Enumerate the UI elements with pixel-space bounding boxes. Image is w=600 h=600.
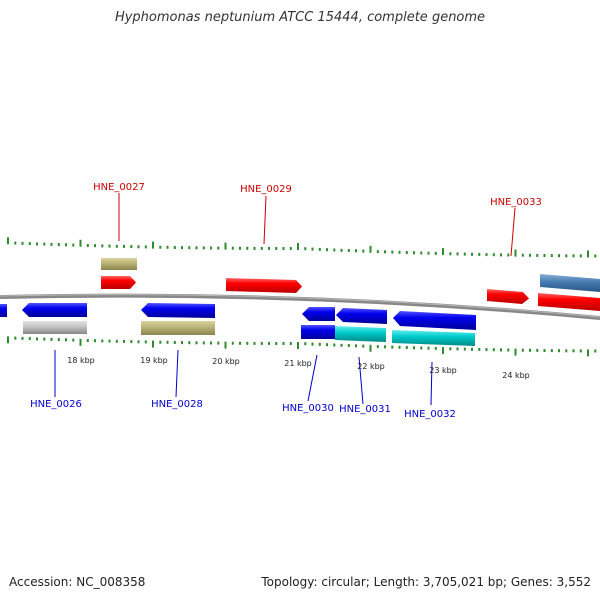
outer-tick-row (7, 237, 597, 258)
tick-label-20kbp: 20 kbp (212, 357, 240, 366)
gene-arrow-hne-0028[interactable] (141, 303, 215, 318)
reverse-strand-features (0, 303, 476, 346)
gene-arrow-red-edge[interactable] (538, 293, 600, 311)
genome-stats-text: Topology: circular; Length: 3,705,021 bp… (261, 575, 591, 589)
gene-arrow-hne-0032[interactable] (393, 311, 476, 330)
tick-label-21kbp: 21 kbp (284, 359, 312, 368)
gene-label-hne-0027[interactable]: HNE_0027 (93, 182, 145, 193)
gene-arrow-hne-0030[interactable] (302, 307, 335, 321)
gene-arrow-hne-0031[interactable] (336, 308, 387, 324)
gene-label-hne-0031[interactable]: HNE_0031 (339, 404, 391, 415)
tick-label-24kbp: 24 kbp (502, 371, 530, 380)
gene-arrow-hne-0027[interactable] (101, 276, 136, 289)
scale-labels: 18 kbp 19 kbp 20 kbp 21 kbp 22 kbp 23 kb… (67, 356, 530, 380)
gene-label-hne-0029[interactable]: HNE_0029 (240, 184, 292, 195)
tick-label-23kbp: 23 kbp (429, 366, 457, 375)
gene-arrow-hne-0029[interactable] (226, 278, 302, 293)
feature-khaki-2[interactable] (141, 321, 215, 335)
gene-arrow-hne-0026[interactable] (22, 303, 87, 317)
page-title: Hyphomonas neptunium ATCC 15444, complet… (114, 10, 486, 25)
gene-label-hne-0030[interactable]: HNE_0030 (282, 403, 334, 414)
feature-gray[interactable] (23, 321, 87, 334)
gene-arrow-hne-0033[interactable] (487, 289, 529, 304)
feature-blue-block[interactable] (301, 325, 335, 339)
reverse-gene-labels: HNE_0026 HNE_0028 HNE_0030 HNE_0031 HNE_… (30, 399, 456, 420)
feature-cyan-1[interactable] (335, 326, 386, 342)
tick-label-19kbp: 19 kbp (140, 356, 168, 365)
genome-backbone-highlight (0, 294, 600, 318)
gene-label-hne-0026[interactable]: HNE_0026 (30, 399, 82, 410)
genome-backbone (0, 293, 600, 320)
forward-strand-features (101, 258, 600, 311)
tick-label-22kbp: 22 kbp (357, 362, 385, 371)
reverse-leader-lines (54, 349, 433, 406)
gene-label-hne-0033[interactable]: HNE_0033 (490, 197, 542, 208)
feature-cyan-2[interactable] (392, 330, 475, 346)
gene-label-hne-0028[interactable]: HNE_0028 (151, 399, 203, 410)
forward-leader-lines (118, 193, 516, 257)
feature-khaki[interactable] (101, 258, 137, 270)
forward-gene-labels: HNE_0027 HNE_0029 HNE_0033 (93, 182, 542, 208)
tick-label-18kbp: 18 kbp (67, 356, 95, 365)
gene-arrow-blue-edge[interactable] (0, 304, 7, 317)
gene-arrow-steel[interactable] (540, 274, 600, 292)
accession-text: Accession: NC_008358 (9, 575, 146, 589)
gene-label-hne-0032[interactable]: HNE_0032 (404, 409, 456, 420)
inner-tick-row (7, 336, 597, 357)
